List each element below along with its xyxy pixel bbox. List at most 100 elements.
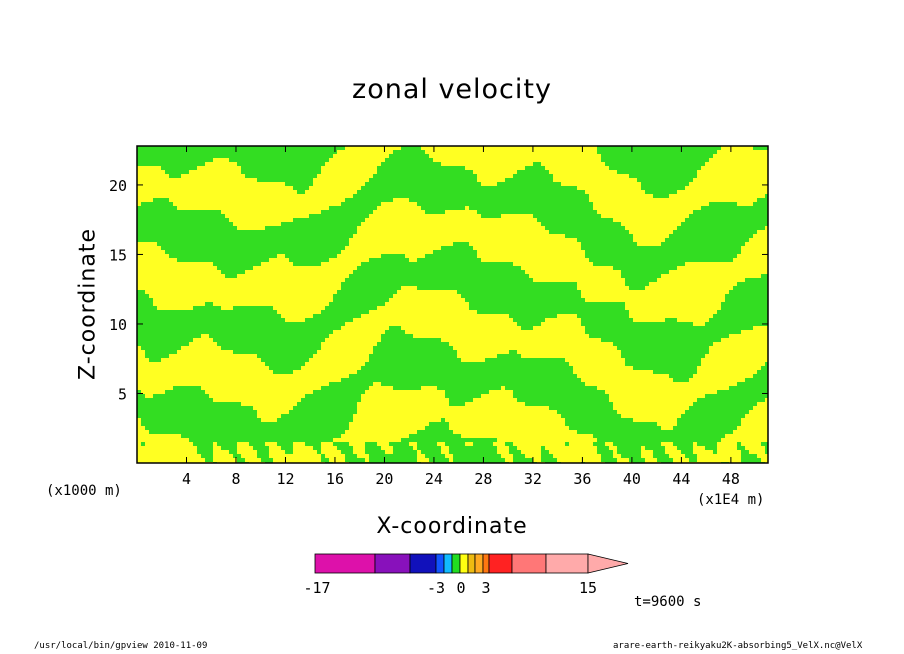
field-cell (337, 290, 398, 295)
x-axis-unit: (x1E4 m) (697, 492, 765, 508)
field-cell (497, 354, 522, 359)
field-cell (245, 270, 354, 275)
field-cell (341, 286, 402, 291)
field-cell (513, 458, 534, 463)
field-cell (681, 222, 768, 227)
field-cell (709, 318, 768, 323)
field-cell (377, 206, 422, 211)
footer-command: /usr/local/bin/gpview 2010-11-09 (34, 641, 208, 651)
field-cell (293, 446, 314, 451)
field-cell (717, 390, 768, 395)
field-cell (337, 254, 382, 259)
field-cell (385, 158, 434, 163)
field-cell (337, 150, 394, 155)
field-cell (741, 250, 768, 255)
field-cell (685, 454, 698, 459)
field-cell (137, 390, 142, 395)
y-axis: 5 10 15 20 (109, 177, 768, 403)
field-cell (273, 370, 294, 375)
field-cell (369, 258, 410, 263)
field-cell (509, 446, 518, 451)
field-cell (421, 206, 466, 211)
field-cell (681, 414, 746, 419)
field-cell (477, 250, 586, 255)
field-cell (165, 390, 206, 395)
field-cell (677, 446, 694, 451)
field-cell (349, 426, 426, 431)
field-cell (241, 170, 322, 175)
field-cell (729, 386, 768, 391)
field-cell (629, 230, 674, 235)
field-cell (765, 226, 768, 231)
field-cell (417, 258, 482, 263)
field-cell (541, 450, 550, 455)
field-cell (169, 254, 278, 259)
field-cell (137, 310, 278, 315)
field-cell (137, 254, 170, 259)
field-cell (625, 362, 702, 367)
field-cell (633, 318, 666, 323)
field-cell (453, 454, 502, 459)
field-cell (657, 422, 678, 427)
field-cell (713, 154, 768, 159)
field-cell (541, 446, 546, 451)
field-cell (393, 450, 418, 455)
field-cell (545, 166, 610, 171)
field-cell (417, 450, 422, 455)
field-cell (257, 450, 270, 455)
field-cell (501, 454, 514, 459)
field-cell (753, 234, 768, 239)
field-cell (333, 438, 402, 443)
field-cell (625, 358, 702, 363)
field-cell (285, 254, 338, 259)
field-cell (293, 442, 306, 447)
field-cell (677, 318, 710, 323)
field-cell (141, 418, 262, 423)
field-cell (313, 314, 362, 319)
field-cell (613, 266, 678, 271)
field-cell (513, 442, 566, 447)
field-cell (385, 330, 406, 335)
field-cell (285, 318, 306, 323)
field-cell (753, 374, 768, 379)
field-cell (137, 354, 146, 359)
field-cell (273, 306, 326, 311)
field-cell (377, 170, 474, 175)
colorbar-band (451, 553, 461, 574)
field-cell (569, 442, 594, 447)
field-cell (293, 218, 366, 223)
field-cell (525, 402, 614, 407)
field-cell (617, 346, 710, 351)
field-cell (213, 158, 230, 163)
field-cell (249, 442, 266, 447)
field-cell (225, 214, 310, 219)
field-cell (341, 450, 354, 455)
field-cell (237, 226, 266, 231)
field-cell (697, 174, 768, 179)
field-cell (745, 378, 768, 383)
field-cell (765, 450, 768, 455)
field-cell (597, 146, 722, 151)
field-cell (633, 238, 666, 243)
field-cell (745, 278, 768, 283)
field-cell (341, 250, 434, 255)
field-cell (693, 450, 714, 455)
field-cell (237, 442, 250, 447)
field-cell (705, 322, 768, 327)
field-cell (445, 418, 566, 423)
field-cell (365, 182, 482, 187)
x-tick-label: 24 (425, 470, 443, 488)
field-cell (533, 278, 626, 283)
field-cell (573, 366, 634, 371)
field-cell (137, 334, 202, 339)
field-cell (465, 166, 526, 171)
field-cell (705, 446, 718, 451)
field-cell (589, 198, 758, 203)
field-cell (613, 450, 618, 455)
field-cell (549, 450, 598, 455)
field-cell (513, 174, 554, 179)
field-cell (305, 362, 366, 367)
field-cell (265, 442, 278, 447)
field-cell (329, 258, 370, 263)
colorbar-label: 15 (579, 579, 597, 597)
